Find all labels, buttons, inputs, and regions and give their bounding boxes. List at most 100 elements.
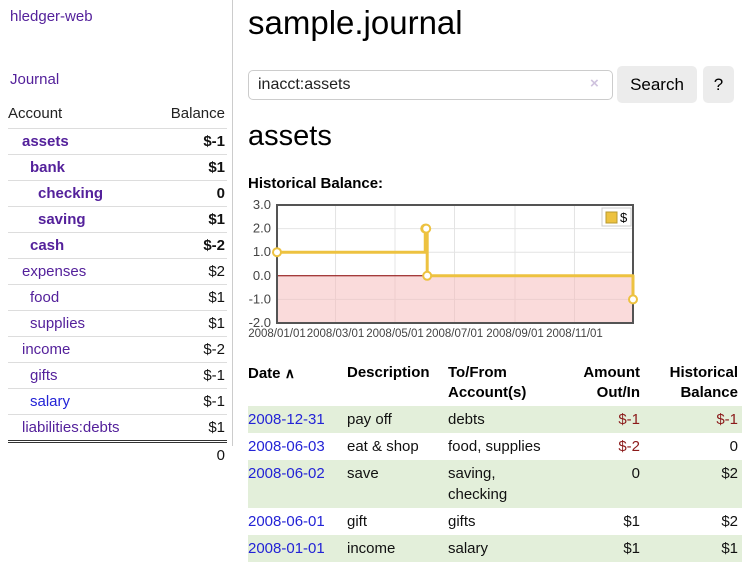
- date-link[interactable]: 2008-06-01: [248, 513, 325, 530]
- historical-balance-cell: $1: [721, 540, 738, 557]
- date-cell: 2008-06-03: [248, 433, 347, 460]
- date-link[interactable]: 2008-01-01: [248, 540, 325, 557]
- sidebar-account-link-liabilities-debts[interactable]: liabilities:debts: [22, 419, 120, 436]
- account-name-cell: salary: [8, 388, 155, 415]
- register-header-row: Date ∧ Description To/From Account(s) Am…: [248, 360, 742, 406]
- date-link[interactable]: 2008-06-02: [248, 465, 325, 482]
- page-title: sample.journal: [248, 4, 463, 41]
- description-cell: eat & shop: [347, 438, 419, 455]
- account-row: checking 0: [8, 180, 227, 207]
- account-row: assets $-1: [8, 128, 227, 155]
- description-column-header: Description: [347, 364, 430, 381]
- account-balance: $1: [154, 310, 227, 337]
- total-spacer: [8, 440, 155, 468]
- account-row: food $1: [8, 284, 227, 311]
- nav-journal-link[interactable]: Journal: [10, 71, 60, 88]
- sidebar-account-link-checking[interactable]: checking: [38, 185, 104, 202]
- sidebar-account-link-supplies[interactable]: supplies: [30, 315, 86, 332]
- sidebar-account-link-salary[interactable]: salary: [30, 393, 71, 410]
- account-row: cash $-2: [8, 232, 227, 259]
- amount-cell: $-1: [618, 411, 640, 428]
- account-balance: $-1: [154, 362, 227, 389]
- sidebar-account-link-saving[interactable]: saving: [38, 211, 86, 228]
- account-balance: $1: [154, 414, 227, 442]
- accounts-table: Account Balance assets $-1 bank $1 checking 0…: [8, 100, 227, 468]
- total-balance: 0: [154, 440, 227, 468]
- description-cell: pay off: [347, 411, 392, 428]
- search-button[interactable]: Search: [617, 66, 697, 103]
- account-balance: 0: [154, 180, 227, 207]
- description-cell: save: [347, 465, 379, 482]
- balance-column-header: Balance: [154, 100, 227, 129]
- table-row: 2008-01-01 income salary $1 $1: [248, 535, 742, 562]
- sidebar-account-link-income[interactable]: income: [22, 341, 71, 358]
- account-row: expenses $2: [8, 258, 227, 285]
- account-balance: $1: [154, 284, 227, 311]
- account-name-cell: checking: [8, 180, 155, 207]
- svg-text:-1.0: -1.0: [249, 291, 271, 306]
- account-row: salary $-1: [8, 388, 227, 415]
- account-name-cell: cash: [8, 232, 155, 259]
- accounts-cell: saving, checking: [448, 465, 508, 503]
- app-brand-link[interactable]: hledger-web: [10, 8, 93, 25]
- svg-text:2008/05/01: 2008/05/01: [366, 328, 424, 340]
- svg-text:0.0: 0.0: [253, 268, 271, 283]
- main-content: sample.journal × Search ? assets Histori…: [248, 0, 742, 582]
- svg-text:2.0: 2.0: [253, 221, 271, 236]
- date-link[interactable]: 2008-06-03: [248, 438, 325, 455]
- table-row: 2008-06-01 gift gifts $1 $2: [248, 508, 742, 535]
- accounts-cell: salary: [448, 540, 489, 557]
- sidebar-total-row: 0: [8, 440, 227, 468]
- account-balance: $1: [154, 154, 227, 181]
- clear-search-icon[interactable]: ×: [590, 75, 599, 92]
- svg-text:2008/11/01: 2008/11/01: [546, 328, 603, 340]
- account-balance: $-1: [154, 128, 227, 155]
- chart-title: Historical Balance:: [248, 175, 384, 192]
- account-row: saving $1: [8, 206, 227, 233]
- account-row: bank $1: [8, 154, 227, 181]
- amount-column-header: Amount Out/In: [583, 364, 640, 401]
- amount-cell: 0: [631, 465, 640, 482]
- account-row: income $-2: [8, 336, 227, 363]
- svg-text:-2.0: -2.0: [249, 315, 271, 330]
- account-heading: assets: [248, 120, 332, 152]
- account-name-cell: supplies: [8, 310, 155, 337]
- date-cell: 2008-01-01: [248, 535, 347, 562]
- account-name-cell: liabilities:debts: [8, 414, 155, 442]
- accounts-table-header: Account Balance: [8, 100, 227, 129]
- account-row: supplies $1: [8, 310, 227, 337]
- sidebar-account-link-food[interactable]: food: [30, 289, 60, 306]
- account-row: gifts $-1: [8, 362, 227, 389]
- description-cell: gift: [347, 513, 368, 530]
- account-balance: $-2: [154, 232, 227, 259]
- sidebar-account-link-cash[interactable]: cash: [30, 237, 65, 254]
- balance-column-header-register: Historical Balance: [669, 364, 738, 401]
- search-help-button[interactable]: ?: [703, 66, 734, 103]
- table-row: 2008-12-31 pay off debts $-1 $-1: [248, 406, 742, 433]
- search-input[interactable]: [248, 70, 613, 100]
- date-column-header[interactable]: Date ∧: [248, 365, 295, 382]
- account-name-cell: food: [8, 284, 155, 311]
- accounts-cell: food, supplies: [448, 438, 541, 455]
- amount-cell: $1: [623, 540, 640, 557]
- sidebar-account-link-assets[interactable]: assets: [22, 133, 69, 150]
- svg-text:1.0: 1.0: [253, 244, 271, 259]
- sidebar-account-link-expenses[interactable]: expenses: [22, 263, 87, 280]
- account-balance: $-1: [154, 388, 227, 415]
- sidebar: hledger-web Journal Account Balance asse…: [0, 0, 233, 468]
- svg-text:$: $: [620, 210, 628, 225]
- account-balance: $1: [154, 206, 227, 233]
- svg-text:3.0: 3.0: [253, 197, 271, 212]
- date-cell: 2008-12-31: [248, 406, 347, 433]
- search-bar: × Search ?: [248, 66, 742, 103]
- svg-text:2008/07/01: 2008/07/01: [426, 328, 484, 340]
- date-link[interactable]: 2008-12-31: [248, 411, 325, 428]
- accounts-column-header: To/From Account(s): [448, 364, 527, 401]
- sidebar-account-link-gifts[interactable]: gifts: [30, 367, 58, 384]
- historical-balance-cell: $2: [721, 513, 738, 530]
- account-balance: $-2: [154, 336, 227, 363]
- svg-text:2008/01/01: 2008/01/01: [248, 328, 306, 340]
- sidebar-account-link-bank[interactable]: bank: [30, 159, 66, 176]
- historical-balance-cell: $-1: [716, 411, 738, 428]
- account-balance: $2: [154, 258, 227, 285]
